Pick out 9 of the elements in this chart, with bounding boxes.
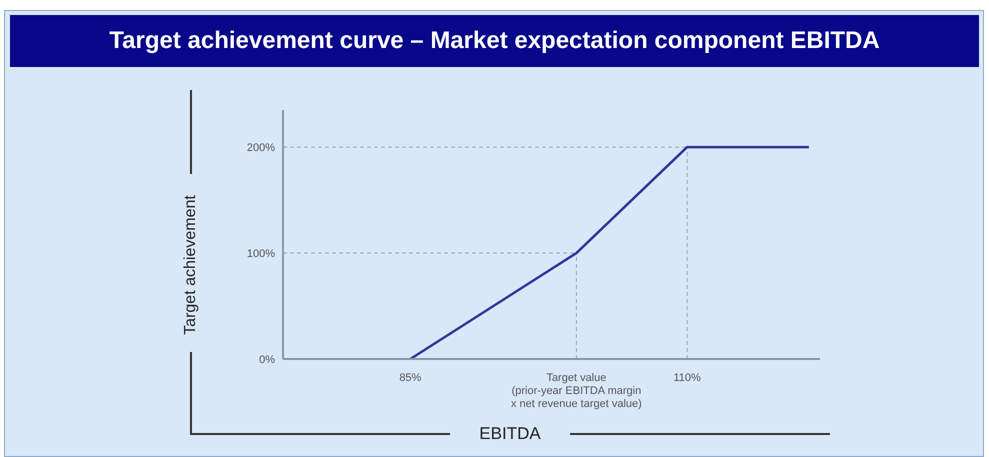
x-tick-label: Target value (prior-year EBITDA margin x net revenue target value) <box>510 372 642 410</box>
y-tick-label: 0% <box>259 354 276 366</box>
y-tick-label: 100% <box>246 248 276 260</box>
x-axis-title: EBITDA <box>479 424 541 444</box>
chart-title: Target achievement curve – Market expectation component EBITDA <box>10 15 979 67</box>
y-tick-label: 200% <box>246 142 276 154</box>
x-tick-label: 110% <box>673 372 702 384</box>
y-axis-title: Target achievement <box>182 195 200 335</box>
x-tick-label: 85% <box>399 372 422 384</box>
